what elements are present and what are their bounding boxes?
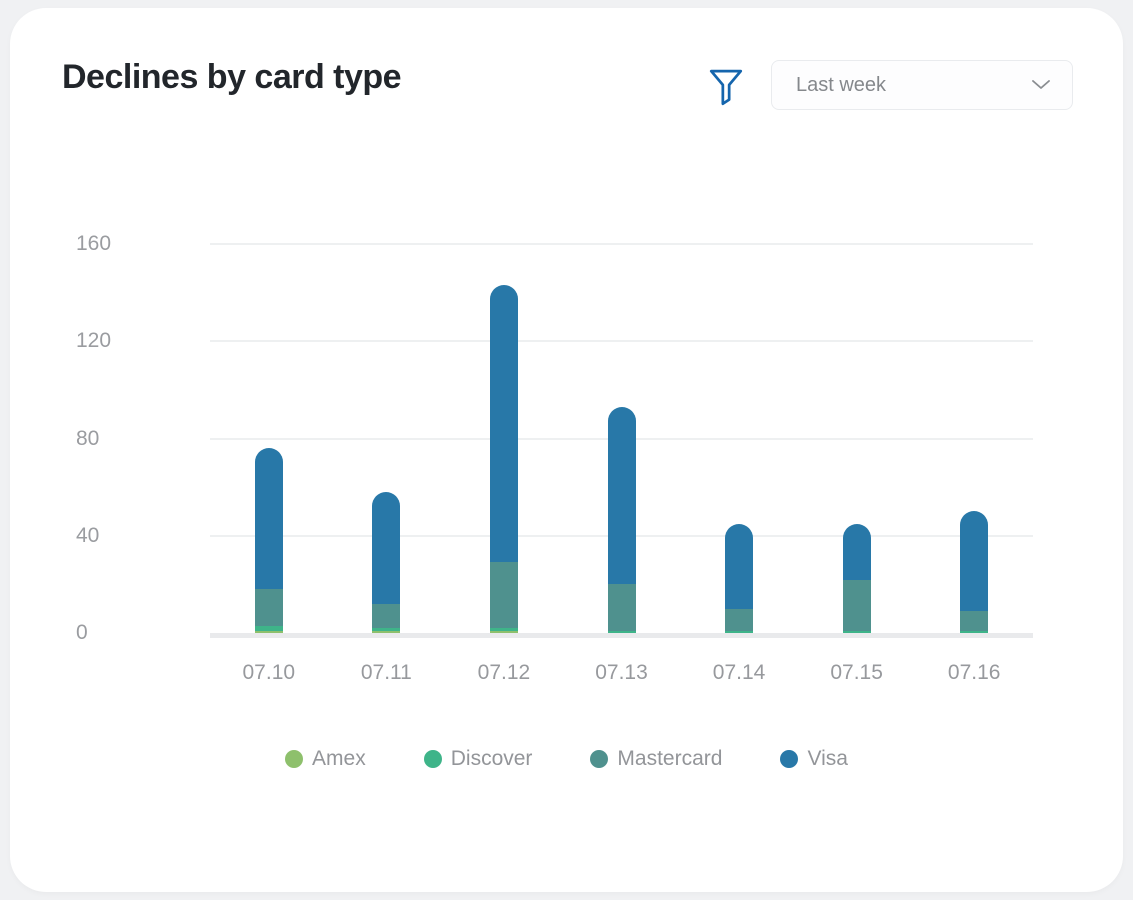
date-range-dropdown[interactable]: Last week xyxy=(771,60,1073,110)
page-title: Declines by card type xyxy=(62,58,402,96)
bar-segment-amex[interactable] xyxy=(372,630,401,633)
bar-segment-amex[interactable] xyxy=(254,630,283,633)
legend-item-discover[interactable]: Discover xyxy=(423,747,533,771)
legend-dot-mastercard xyxy=(590,750,609,768)
legend-label: Visa xyxy=(807,747,848,770)
bar-segment-visa[interactable] xyxy=(489,285,518,563)
bar-segment-mastercard[interactable] xyxy=(725,608,754,631)
legend-label: Mastercard xyxy=(617,747,723,770)
x-axis-label-07-14: 07.14 xyxy=(712,661,766,684)
bar-segment-visa[interactable] xyxy=(254,448,283,590)
bar-segment-discover[interactable] xyxy=(842,630,871,633)
y-tick-label-80: 80 xyxy=(76,426,100,450)
x-axis-baseline xyxy=(210,633,1033,638)
x-axis-label-07-15: 07.15 xyxy=(830,661,883,684)
legend-dot-discover xyxy=(423,750,442,768)
chart-legend: Amex Discover Mastercard Visa xyxy=(10,744,1123,774)
y-tick-label-0: 0 xyxy=(76,621,88,644)
chart-plot: 0 40 80 120 160 07.10 07.11 07.12 07.13 07.14 07.1… xyxy=(10,8,1123,892)
bar-07-13[interactable] xyxy=(607,406,636,633)
bar-segment-discover[interactable] xyxy=(725,630,754,633)
bar-segment-visa[interactable] xyxy=(960,511,989,612)
bar-segment-mastercard[interactable] xyxy=(960,611,989,631)
bar-segment-discover[interactable] xyxy=(960,630,989,633)
bar-segment-discover[interactable] xyxy=(372,628,401,631)
bar-07-15[interactable] xyxy=(842,523,871,633)
bar-07-10[interactable] xyxy=(254,448,283,633)
date-range-selected-value: Last week xyxy=(796,73,887,96)
bar-segment-visa[interactable] xyxy=(725,523,754,609)
bar-segment-mastercard[interactable] xyxy=(372,603,401,629)
dashboard-card: Declines by card type Last week 0 40 80 120… xyxy=(10,8,1123,892)
y-tick-label-160: 160 xyxy=(76,232,112,255)
bar-07-16[interactable] xyxy=(960,511,989,633)
bar-segment-mastercard[interactable] xyxy=(254,589,283,626)
legend-item-amex[interactable]: Amex xyxy=(285,747,366,771)
x-axis-label-07-16: 07.16 xyxy=(947,661,1001,684)
gridline-120 xyxy=(210,340,1033,343)
y-tick-label-120: 120 xyxy=(76,329,112,353)
bar-segment-visa[interactable] xyxy=(842,523,871,580)
bar-segment-mastercard[interactable] xyxy=(842,579,871,631)
y-tick-label-40: 40 xyxy=(76,523,100,547)
filter-button[interactable] xyxy=(704,66,748,110)
legend-label: Amex xyxy=(312,747,366,770)
filter-funnel-icon xyxy=(709,68,743,108)
bar-07-14[interactable] xyxy=(725,523,754,633)
bar-segment-discover[interactable] xyxy=(489,628,518,631)
chevron-down-icon xyxy=(1032,80,1050,90)
bar-segment-amex[interactable] xyxy=(489,630,518,633)
bar-segment-mastercard[interactable] xyxy=(607,584,636,631)
bar-segment-discover[interactable] xyxy=(607,630,636,633)
legend-dot-visa xyxy=(780,750,799,768)
bar-segment-visa[interactable] xyxy=(607,406,636,585)
x-axis-label-07-13: 07.13 xyxy=(595,661,648,684)
legend-item-visa[interactable]: Visa xyxy=(780,747,848,771)
bar-07-12[interactable] xyxy=(489,285,518,633)
legend-dot-amex xyxy=(285,750,304,768)
x-axis-label-07-10: 07.10 xyxy=(242,661,296,684)
legend-item-mastercard[interactable]: Mastercard xyxy=(590,747,722,771)
legend-label: Discover xyxy=(450,747,533,770)
bar-segment-discover[interactable] xyxy=(254,625,283,631)
x-axis-label-07-12: 07.12 xyxy=(477,661,531,684)
gridline-160 xyxy=(210,243,1033,245)
bar-segment-visa[interactable] xyxy=(372,491,401,604)
bar-segment-mastercard[interactable] xyxy=(489,562,518,629)
x-axis-label-07-11: 07.11 xyxy=(360,661,412,684)
bar-07-11[interactable] xyxy=(372,491,401,633)
